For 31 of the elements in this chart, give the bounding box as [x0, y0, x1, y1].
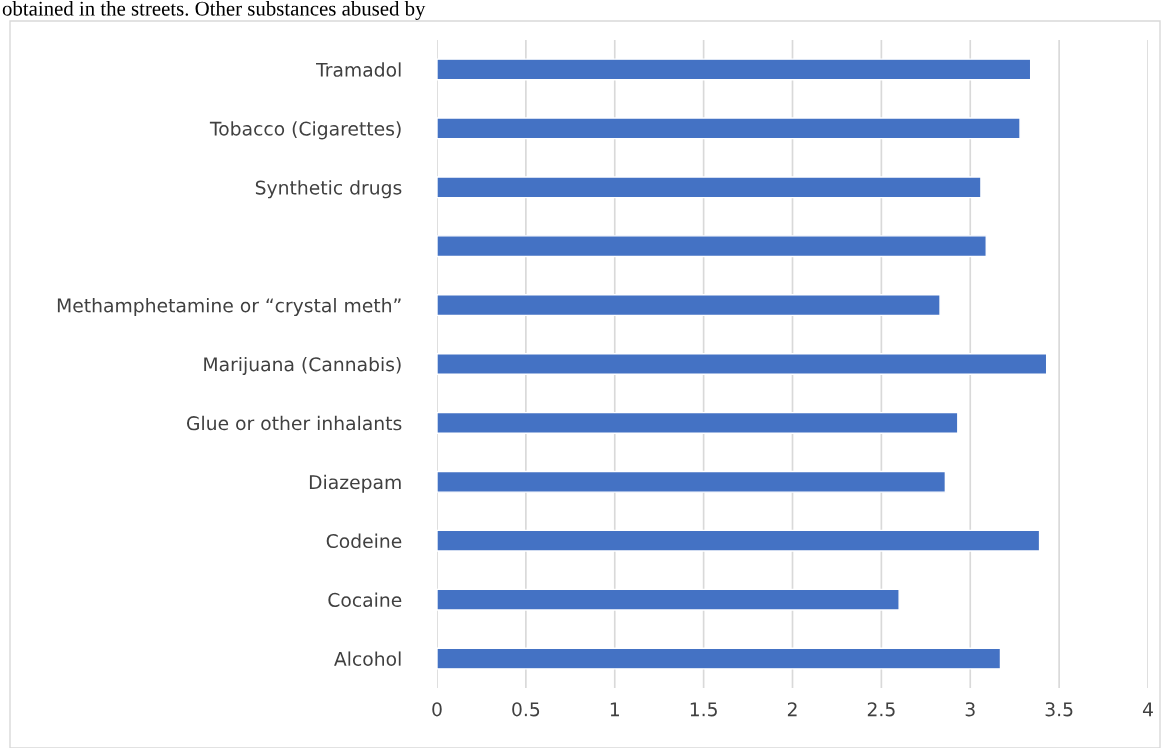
bar: [437, 470, 947, 493]
x-tick-label: 4: [1142, 702, 1153, 717]
bar: [437, 294, 941, 317]
x-tick-label: 1.5: [690, 702, 717, 717]
bar: [437, 411, 959, 434]
y-tick-label: Marijuana (Cannabis): [204, 356, 401, 376]
bar: [437, 352, 1048, 376]
bar: [437, 58, 1032, 81]
x-tick-label: 0: [432, 702, 442, 717]
y-tick-label: Tobacco (Cigarettes): [209, 121, 401, 140]
x-tick-label: 2: [787, 702, 797, 717]
x-tick-label: 1: [610, 702, 619, 717]
y-tick-label: Codeine: [326, 533, 402, 549]
bar: [437, 235, 987, 258]
bar: [437, 117, 1021, 140]
bar: [437, 176, 982, 199]
text: obtained in the streets. Other substances abused by: [2, 1, 426, 20]
bar: [437, 647, 1002, 670]
x-tick-label: 2.5: [867, 702, 895, 717]
y-tick-label: Tramadol: [316, 62, 401, 77]
bar: [437, 529, 1041, 552]
bar: [437, 588, 900, 611]
x-tick-label: 3: [965, 702, 975, 717]
y-tick-label: Glue or other inhalants: [187, 415, 402, 431]
y-tick-label: Diazepam: [309, 474, 401, 493]
x-tick-label: 0.5: [512, 702, 540, 717]
y-tick-label: Synthetic drugs: [255, 180, 402, 199]
y-tick-label: Alcohol: [334, 651, 401, 666]
x-tick-label: 3.5: [1045, 702, 1073, 717]
y-tick-label: Methamphetamine or “crystal meth”: [57, 297, 401, 317]
y-tick-label: Cocaine: [328, 592, 402, 608]
